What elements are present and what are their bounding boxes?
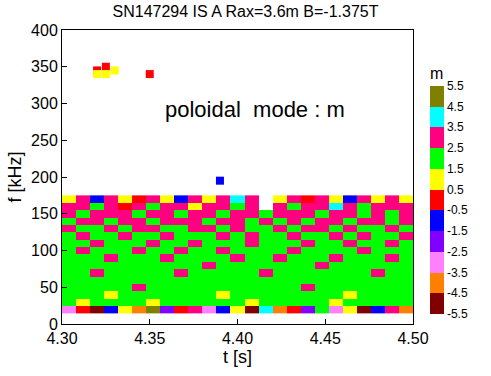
svg-text:300: 300 — [31, 95, 58, 112]
svg-text:4.30: 4.30 — [46, 330, 77, 347]
svg-text:-2.5: -2.5 — [447, 245, 468, 259]
svg-text:0.5: 0.5 — [447, 183, 464, 197]
svg-text:400: 400 — [31, 22, 58, 39]
svg-text:4.45: 4.45 — [310, 330, 341, 347]
svg-text:4.40: 4.40 — [222, 330, 253, 347]
svg-text:m: m — [430, 65, 443, 82]
svg-text:-1.5: -1.5 — [447, 224, 468, 238]
svg-text:0: 0 — [49, 316, 58, 333]
svg-text:350: 350 — [31, 58, 58, 75]
svg-text:50: 50 — [40, 279, 58, 296]
svg-text:t [s]: t [s] — [223, 347, 252, 367]
svg-text:3.5: 3.5 — [447, 120, 464, 134]
svg-text:f [kHz]: f [kHz] — [5, 151, 25, 202]
svg-text:-0.5: -0.5 — [447, 203, 468, 217]
svg-text:150: 150 — [31, 205, 58, 222]
svg-text:5.5: 5.5 — [447, 79, 464, 93]
svg-text:4.50: 4.50 — [397, 330, 428, 347]
svg-text:100: 100 — [31, 242, 58, 259]
svg-text:-5.5: -5.5 — [447, 307, 468, 321]
svg-text:200: 200 — [31, 169, 58, 186]
svg-text:SN147294 IS A Rax=3.6m B=-1.37: SN147294 IS A Rax=3.6m B=-1.375T — [113, 3, 379, 20]
svg-text:poloidal mode : m: poloidal mode : m — [165, 97, 345, 122]
svg-text:2.5: 2.5 — [447, 141, 464, 155]
svg-text:-4.5: -4.5 — [447, 286, 468, 300]
svg-text:250: 250 — [31, 132, 58, 149]
svg-text:-3.5: -3.5 — [447, 266, 468, 280]
svg-text:1.5: 1.5 — [447, 162, 464, 176]
svg-text:4.35: 4.35 — [134, 330, 165, 347]
svg-text:4.5: 4.5 — [447, 100, 464, 114]
